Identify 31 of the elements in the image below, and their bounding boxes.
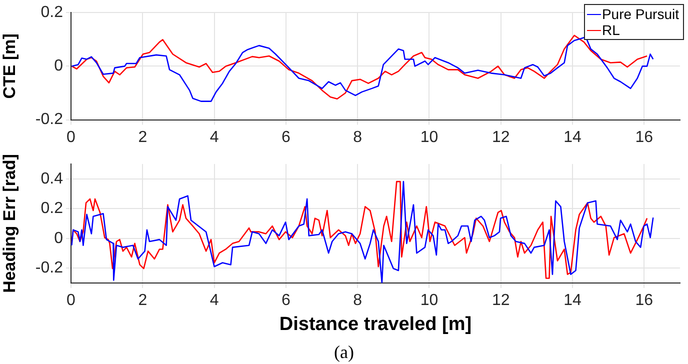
x-tick-label: 12 [492,292,510,310]
x-tick-label: 8 [353,128,362,146]
y-tick-label: 0 [54,230,64,247]
legend-label: RL [602,22,620,38]
x-tick-label: 10 [420,128,438,146]
x-tick-label: 10 [420,292,438,310]
x-tick-label: 8 [353,292,362,310]
x-tick-label: 4 [210,128,219,146]
text: (a) [333,342,355,363]
x-tick-label: 2 [138,292,148,310]
y-tick-label: 0 [54,58,64,75]
x-tick-label: 14 [564,128,582,146]
legend-label: Pure Pursuit [602,6,679,22]
x-tick-label: 6 [281,128,290,146]
y-tick-label: 0.2 [40,4,64,22]
y-axis-title: Heading Err [rad] [0,154,19,293]
x-tick-label: 6 [281,292,290,310]
x-tick-label: 14 [564,292,582,310]
x-tick-label: 2 [138,128,148,146]
y-axis-title: CTE [m] [0,34,19,99]
x-tick-label: 16 [635,128,654,146]
y-tick-label: 0.2 [40,200,64,218]
x-tick-label: 12 [492,128,510,146]
y-tick-label: -0.2 [35,260,64,277]
x-tick-label: 0 [66,292,76,310]
x-tick-label: 0 [66,128,76,146]
y-tick-label: -0.2 [35,111,64,128]
x-tick-label: 16 [635,292,654,310]
y-tick-label: 0.4 [40,170,64,188]
x-tick-label: 4 [210,292,219,310]
x-axis-title: Distance traveled [m] [279,314,472,335]
